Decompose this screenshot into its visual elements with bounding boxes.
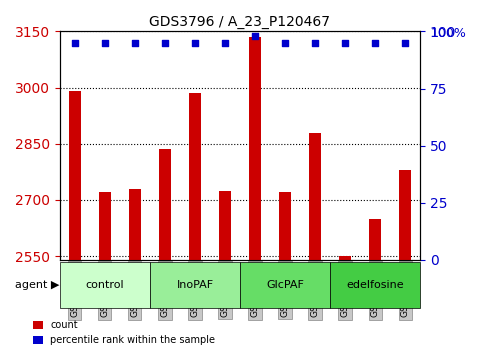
- Bar: [159, 149, 171, 260]
- Text: edelfosine: edelfosine: [346, 280, 404, 290]
- Bar: [399, 170, 411, 260]
- Bar: [339, 256, 351, 260]
- Bar: [129, 189, 141, 260]
- Point: [371, 40, 379, 46]
- Bar: [99, 193, 111, 260]
- Text: GlcPAF: GlcPAF: [266, 280, 304, 290]
- Bar: [219, 190, 231, 260]
- Point: [131, 40, 139, 46]
- FancyBboxPatch shape: [60, 262, 150, 308]
- Point: [191, 40, 199, 46]
- Bar: [69, 91, 81, 260]
- Point: [281, 40, 289, 46]
- Bar: [189, 93, 201, 260]
- Y-axis label: 100%: 100%: [431, 27, 467, 40]
- Bar: [369, 219, 381, 260]
- Title: GDS3796 / A_23_P120467: GDS3796 / A_23_P120467: [149, 15, 330, 29]
- FancyBboxPatch shape: [330, 262, 420, 308]
- Bar: [309, 132, 321, 260]
- Point: [311, 40, 319, 46]
- Legend: count, percentile rank within the sample: count, percentile rank within the sample: [29, 316, 219, 349]
- Point: [161, 40, 169, 46]
- Point: [221, 40, 229, 46]
- Text: agent ▶: agent ▶: [15, 280, 60, 290]
- Bar: [249, 37, 261, 260]
- FancyBboxPatch shape: [150, 262, 240, 308]
- Text: control: control: [85, 280, 124, 290]
- Bar: [279, 193, 291, 260]
- Point: [101, 40, 109, 46]
- Point: [71, 40, 79, 46]
- FancyBboxPatch shape: [240, 262, 330, 308]
- Point: [341, 40, 349, 46]
- Point: [401, 40, 409, 46]
- Point: [251, 33, 259, 39]
- Text: InoPAF: InoPAF: [176, 280, 213, 290]
